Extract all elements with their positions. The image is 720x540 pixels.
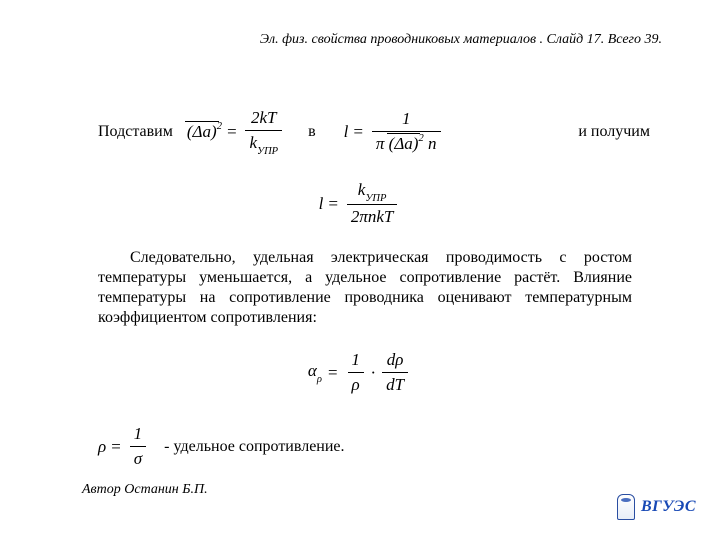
row-rho: ρ = 1 σ - удельное сопротивление. (98, 424, 345, 469)
formula-rho: ρ = 1 σ (98, 424, 150, 469)
formula-delta-a-squared: (Δa)2 = 2kT kУПР (187, 108, 286, 155)
f4-den1: ρ (348, 372, 364, 395)
f2-eq: = (352, 122, 363, 142)
text-substitute: Подставим (98, 123, 173, 141)
author-footer: Автор Останин Б.П. (82, 482, 208, 498)
f2-num: 1 (398, 109, 415, 131)
f4-den2: dT (382, 372, 408, 395)
text-rho-label: - удельное сопротивление. (164, 438, 344, 456)
f5-eq: = (110, 437, 121, 457)
f4-alpha: α (308, 361, 317, 380)
f2-den-sup: 2 (418, 133, 423, 144)
row-result: l = kУПР 2πnkT (0, 180, 720, 227)
f3-num-sub: УПР (365, 193, 386, 204)
f2-den-pi: π (376, 134, 385, 153)
slide-header: Эл. физ. свойства проводниковых материал… (260, 32, 662, 48)
f4-eq: = (327, 363, 338, 383)
text-obtain: и получим (578, 123, 650, 141)
paragraph-conclusion: Следовательно, удельная электрическая пр… (98, 248, 632, 328)
f2-lhs: l (344, 122, 349, 142)
formula-l-result: l = kУПР 2πnkT (319, 180, 402, 227)
f1-lhs-base: (Δa) (187, 122, 217, 141)
f4-num2: dρ (383, 350, 408, 372)
slide: Эл. физ. свойства проводниковых материал… (0, 0, 720, 540)
f1-lhs-sup: 2 (217, 121, 222, 132)
f5-den: σ (130, 446, 146, 469)
f5-lhs: ρ (98, 437, 106, 457)
logo: ВГУЭС (617, 494, 696, 520)
f1-den-k: k (249, 133, 257, 152)
row-substitute: Подставим (Δa)2 = 2kT kУПР в l = 1 π (Δa… (98, 108, 660, 155)
f4-alpha-sub: ρ (317, 374, 322, 385)
text-into: в (308, 123, 316, 141)
f1-num: 2kT (247, 108, 281, 130)
formula-l-def: l = 1 π (Δa)2 n (344, 109, 445, 154)
f3-den: 2πnkT (347, 204, 398, 227)
logo-icon (617, 494, 635, 520)
f2-den-base: (Δa) (389, 134, 419, 153)
f5-num: 1 (130, 424, 147, 446)
f4-dot: · (371, 363, 375, 383)
f3-lhs: l (319, 194, 324, 214)
f1-den-sub: УПР (257, 146, 278, 157)
row-alpha: αρ = 1 ρ · dρ dT (0, 350, 720, 395)
f3-eq: = (327, 194, 338, 214)
f2-den-n: n (428, 134, 437, 153)
logo-text: ВГУЭС (641, 498, 696, 516)
formula-alpha-rho: αρ = 1 ρ · dρ dT (308, 350, 412, 395)
f4-num1: 1 (347, 350, 364, 372)
f1-eq: = (226, 122, 237, 142)
